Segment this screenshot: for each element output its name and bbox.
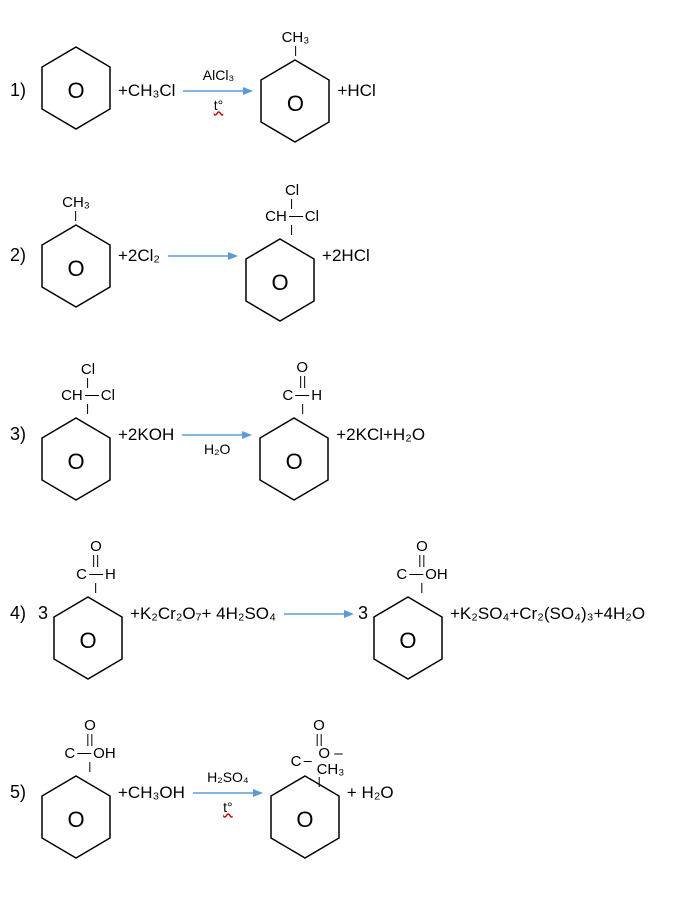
molecule-hexagon: OCOH O [38, 718, 114, 867]
reaction-number: 4) [10, 603, 32, 624]
ch-node: CHCl [61, 388, 115, 404]
reaction-arrow [168, 233, 238, 278]
molecule-hexagon: O [38, 43, 114, 138]
arrow-label-below [317, 621, 321, 636]
ch-node: CHCl [265, 209, 319, 225]
molecule-hexagon: OCH O [256, 360, 332, 509]
product-text: + H₂O [347, 783, 394, 803]
reaction-row: 4) 3 OCH O +K₂Cr₂O₇+ 4H₂SO₄ 3 OCOH O +K₂SO₄+Cr₂… [10, 539, 667, 688]
reaction-number: 5) [10, 782, 32, 803]
reaction-number: 3) [10, 424, 32, 445]
reactant-text: +K₂Cr₂O₇+ 4H₂SO₄ [130, 604, 276, 624]
substituent-top: OCH [76, 539, 116, 593]
reaction-arrow: H₂O [182, 412, 252, 457]
arrow-label-above [215, 412, 219, 427]
ring-label: O [79, 628, 96, 654]
arrow-label-above [201, 233, 205, 248]
molecule-hexagon: ClCHCl O [242, 181, 318, 330]
arrow-label-below: t° [214, 98, 224, 113]
reactions-container: 1) O +CH₃Cl AlCl₃ t° CH₃ O +HCl 2) CH₃ O +2Cl₂ ClCH… [10, 30, 667, 867]
ring-label: O [67, 807, 84, 833]
molecule-hexagon: OCO – CH₃O [267, 718, 343, 867]
arrow-label-above [317, 591, 321, 606]
arrow-label-above: AlCl₃ [203, 68, 234, 83]
substituent-top: OCOH [64, 718, 115, 772]
ring-label: O [296, 807, 313, 833]
product-text: +K₂SO₄+Cr₂(SO₄)₃+4H₂O [450, 604, 645, 624]
reaction-arrow: AlCl₃ t° [183, 68, 253, 113]
ring-label: O [399, 628, 416, 654]
molecule-hexagon: ClCHCl O [38, 360, 114, 509]
substituent-top: CH₃ [282, 30, 310, 56]
substituent-top: ClCHCl [61, 362, 115, 414]
molecule-hexagon: OCH O [50, 539, 126, 688]
arrow-label-below [201, 263, 205, 278]
molecule-hexagon: CH₃ O [38, 195, 114, 316]
molecule-hexagon: OCOH O [370, 539, 446, 688]
reactant-text: +CH₃OH [118, 783, 185, 803]
ring-label: O [67, 449, 84, 475]
product-text: +HCl [337, 81, 375, 101]
reaction-row: 2) CH₃ O +2Cl₂ ClCHCl O +2HCl [10, 181, 667, 330]
reaction-row: 3) ClCHCl O +2KOH H₂O OCH O +2KCl+H₂O [10, 360, 667, 509]
molecule-hexagon: CH₃ O [257, 30, 333, 151]
ring-label: O [67, 78, 84, 104]
reactant-text: +2KOH [118, 425, 174, 445]
arrow-label-below: H₂O [204, 442, 230, 457]
product-text: +2KCl+H₂O [336, 425, 425, 445]
reactant-text: +2Cl₂ [118, 246, 160, 266]
ring-label: O [271, 270, 288, 296]
substituent-top: ClCHCl [265, 183, 319, 235]
reaction-arrow [284, 591, 354, 636]
arrow-label-below: t° [223, 800, 233, 815]
reactant-text: +CH₃Cl [118, 81, 175, 101]
product-text: +2HCl [322, 246, 370, 266]
reaction-row: 5) OCOH O +CH₃OH H₂SO₄ t° OCO – CH₃O+ H₂O [10, 718, 667, 867]
substituent-top: CH₃ [62, 195, 90, 221]
coefficient: 3 [358, 603, 368, 624]
reaction-number: 2) [10, 245, 32, 266]
substituent-top: OCOH [396, 539, 447, 593]
substituent-top: OCH [282, 360, 322, 414]
coefficient: 3 [38, 603, 48, 624]
ring-label: O [287, 91, 304, 117]
reaction-row: 1) O +CH₃Cl AlCl₃ t° CH₃ O +HCl [10, 30, 667, 151]
reaction-arrow: H₂SO₄ t° [193, 770, 263, 815]
ring-label: O [286, 449, 303, 475]
arrow-label-above: H₂SO₄ [207, 770, 249, 785]
ring-label: O [67, 256, 84, 282]
reaction-number: 1) [10, 80, 32, 101]
